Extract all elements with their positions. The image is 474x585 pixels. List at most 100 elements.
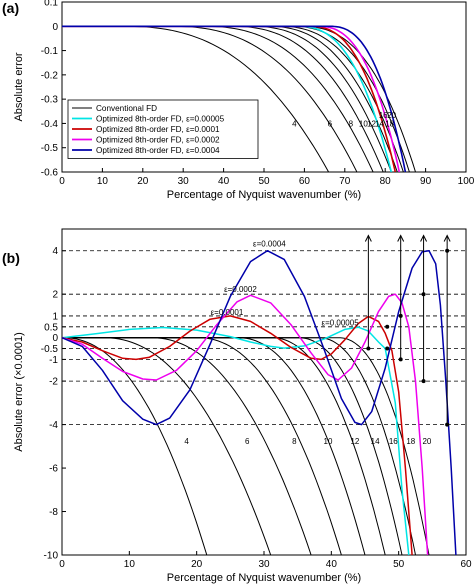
- a-conventional-curve-12: [62, 25, 392, 172]
- b-y-axis-label: Absolute error (×0.0001): [13, 332, 25, 452]
- a-curve-label-12: 12: [367, 119, 376, 128]
- a-legend-label: Optimized 8th-order FD, ε=0.0001: [96, 125, 220, 134]
- b-x-tick-label: 10: [124, 559, 136, 570]
- b-conventional-curve-12: [62, 337, 366, 555]
- b-y-tick-label: -6: [49, 464, 58, 475]
- b-plot-frame: [61, 228, 467, 556]
- b-x-tick-label: 50: [393, 559, 405, 570]
- b-conventional-curve-4: [62, 337, 208, 555]
- a-curve-label-14: 14: [375, 119, 384, 128]
- b-curve-label-6: 6: [245, 437, 250, 446]
- b-optimized-curve-0.0001: [62, 315, 413, 555]
- a-x-tick-label: 20: [137, 176, 149, 187]
- b-marker-point: [385, 324, 390, 329]
- b-marker-point: [421, 292, 426, 297]
- a-x-tick-label: 100: [458, 176, 474, 187]
- b-marker-point: [385, 346, 390, 351]
- b-curve-label-12: 12: [350, 437, 359, 446]
- a-y-tick-label: -0.1: [41, 46, 59, 57]
- a-curve-label-8: 8: [349, 119, 354, 128]
- a-curve-label-4: 4: [292, 119, 297, 128]
- b-conventional-curve-10: [62, 337, 342, 555]
- b-x-tick-label: 30: [258, 559, 270, 570]
- a-x-tick-label: 70: [339, 176, 351, 187]
- b-x-tick-label: 40: [326, 559, 338, 570]
- a-y-tick-label: -0.3: [41, 95, 59, 106]
- a-y-axis-label: Absolute error: [13, 52, 25, 121]
- b-arrow-head: [397, 234, 405, 242]
- b-y-tick-label: -2: [49, 377, 58, 388]
- a-conventional-curve-8: [62, 25, 374, 172]
- b-conventional-curve-16: [62, 337, 403, 555]
- b-curve-label-18: 18: [406, 437, 415, 446]
- b-y-tick-label: -10: [44, 551, 59, 562]
- b-epsilon-annotation-0.0004: ε=0.0004: [253, 239, 286, 248]
- b-conventional-curve-20: [62, 337, 430, 555]
- a-x-axis-label: Percentage of Nyquist wavenumber (%): [167, 189, 361, 201]
- a-curve-label-6: 6: [328, 119, 333, 128]
- b-curve-label-16: 16: [389, 437, 398, 446]
- a-y-tick-label: -0.2: [41, 70, 59, 81]
- a-y-tick-label: -0.6: [41, 168, 59, 179]
- b-y-tick-label: 1: [52, 311, 58, 322]
- a-legend: Conventional FD Optimized 8th-order FD, ε…: [67, 99, 259, 159]
- a-y-tick-label: 0.1: [44, 0, 58, 9]
- a-optimized-curve-0.0001: [62, 25, 397, 172]
- b-y-tick-label: -0.5: [41, 344, 59, 355]
- a-legend-box: [67, 99, 259, 159]
- a-x-tick-label: 10: [97, 176, 109, 187]
- b-y-tick-label: -1: [49, 355, 58, 366]
- b-curve-label-20: 20: [422, 437, 431, 446]
- b-curve-label-4: 4: [184, 437, 189, 446]
- a-legend-label: Optimized 8th-order FD, ε=0.00005: [96, 115, 225, 124]
- a-series-group: [62, 25, 416, 172]
- chart-b: 0 10 20 30 40 50 604210.50-0.5-1-2-4-6-8-10Per…: [13, 228, 472, 584]
- panel-a-label: (a): [2, 0, 19, 16]
- b-marker-point: [445, 422, 450, 427]
- a-conventional-curve-10: [62, 25, 384, 172]
- b-optimized-curve-0.0004: [62, 249, 457, 555]
- a-conventional-curve-4: [62, 25, 330, 172]
- b-curve-label-14: 14: [371, 437, 380, 446]
- a-optimized-curve-0.0004: [62, 25, 407, 172]
- a-x-tick-label: 60: [299, 176, 311, 187]
- a-curve-label-16: 16: [379, 111, 388, 120]
- a-x-tick-label: 40: [218, 176, 230, 187]
- b-conventional-curve-18: [62, 337, 416, 555]
- a-legend-label: Optimized 8th-order FD, ε=0.0004: [96, 146, 220, 155]
- a-x-tick-label: 80: [380, 176, 392, 187]
- b-y-tick-label: 0: [52, 333, 58, 344]
- b-conventional-curve-14: [62, 337, 386, 555]
- b-marker-point: [445, 248, 450, 253]
- b-curve-label-8: 8: [292, 437, 297, 446]
- a-x-tick-label: 50: [258, 176, 270, 187]
- b-conventional-curve-6: [62, 337, 272, 555]
- b-marker-point: [366, 346, 371, 351]
- a-legend-label: Conventional FD: [96, 104, 157, 113]
- a-curve-label-20: 20: [387, 111, 396, 120]
- a-x-tick-label: 30: [178, 176, 190, 187]
- chart-a: 0 10 20 30 40 50 60 70 80 90 100 0.1 0 -0.1 -0.2 -0.3 -0…: [13, 0, 474, 201]
- b-epsilon-annotation-0.0002: ε=0.0002: [224, 285, 257, 294]
- b-optimized-curve-0.00005: [62, 326, 410, 555]
- b-epsilon-annotation-0.0001: ε=0.0001: [211, 308, 244, 317]
- b-arrow-head: [420, 234, 428, 242]
- b-conventional-curve-8: [62, 337, 312, 555]
- a-optimized-curve-0.00005: [62, 25, 393, 172]
- b-x-tick-label: 60: [460, 559, 472, 570]
- b-marker-point: [398, 313, 403, 318]
- panel-b-label: (b): [2, 250, 20, 266]
- b-y-tick-label: 4: [52, 246, 58, 257]
- a-optimized-curve-0.0002: [62, 25, 401, 172]
- a-x-tick-label: 90: [420, 176, 432, 187]
- a-y-tick-label: -0.4: [41, 119, 59, 130]
- b-y-tick-label: 2: [52, 290, 58, 301]
- b-series-group: [62, 249, 457, 555]
- b-curve-label-10: 10: [324, 437, 333, 446]
- b-y-tick-label: 0.5: [44, 322, 58, 333]
- b-x-tick-label: 20: [191, 559, 203, 570]
- a-legend-label: Optimized 8th-order FD, ε=0.0002: [96, 136, 220, 145]
- a-y-tick-label: 0: [52, 22, 58, 33]
- b-y-tick-label: -8: [49, 507, 58, 518]
